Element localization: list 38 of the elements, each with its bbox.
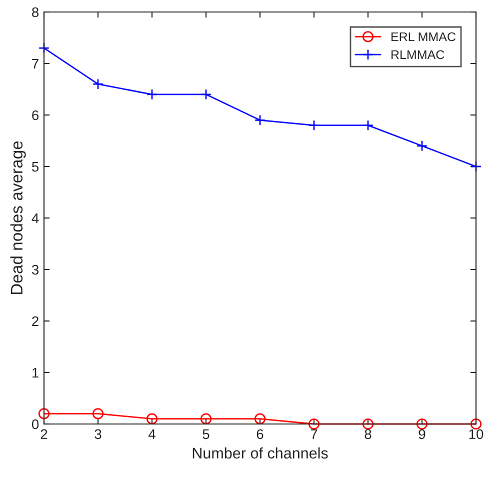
x-tick-label: 3 bbox=[94, 429, 102, 440]
y-axis-title: Dead nodes average bbox=[10, 141, 26, 294]
x-tick-label: 2 bbox=[40, 429, 48, 439]
point bbox=[416, 418, 428, 430]
x-tick-label: 7 bbox=[310, 429, 318, 439]
point bbox=[200, 413, 212, 424]
point bbox=[362, 418, 374, 430]
y-tick-label: 6 bbox=[32, 110, 39, 120]
point bbox=[470, 418, 482, 430]
y-tick-label: 4 bbox=[32, 213, 39, 224]
x-tick-label: 6 bbox=[256, 429, 264, 440]
point bbox=[146, 88, 158, 100]
point bbox=[362, 120, 374, 131]
y-tick-label: 5 bbox=[32, 162, 39, 172]
x-tick-label: 4 bbox=[148, 429, 156, 439]
y-tick-label: 7 bbox=[32, 58, 38, 69]
y-tick-label: 3 bbox=[32, 264, 39, 275]
point bbox=[38, 408, 50, 420]
legend-label: ERL MMAC bbox=[392, 32, 456, 42]
point bbox=[92, 78, 104, 90]
legend-label: RLMMAC bbox=[392, 50, 444, 60]
x-tick-label: 9 bbox=[418, 429, 426, 440]
x-axis-title: Number of channels bbox=[192, 447, 328, 459]
point bbox=[92, 408, 104, 420]
x-tick-label: 5 bbox=[202, 429, 210, 440]
point bbox=[416, 140, 428, 152]
x-tick-label: 8 bbox=[364, 429, 372, 440]
x-tick-label: 10 bbox=[469, 429, 484, 440]
point bbox=[254, 114, 266, 126]
point bbox=[146, 413, 158, 424]
y-tick-label: 0 bbox=[32, 419, 39, 430]
y-tick-label: 1 bbox=[32, 368, 38, 378]
point bbox=[200, 88, 212, 100]
y-tick-label: 2 bbox=[32, 316, 38, 326]
y-tick-label: 8 bbox=[32, 7, 39, 18]
point bbox=[308, 418, 320, 430]
point bbox=[254, 413, 266, 424]
point bbox=[308, 120, 320, 131]
